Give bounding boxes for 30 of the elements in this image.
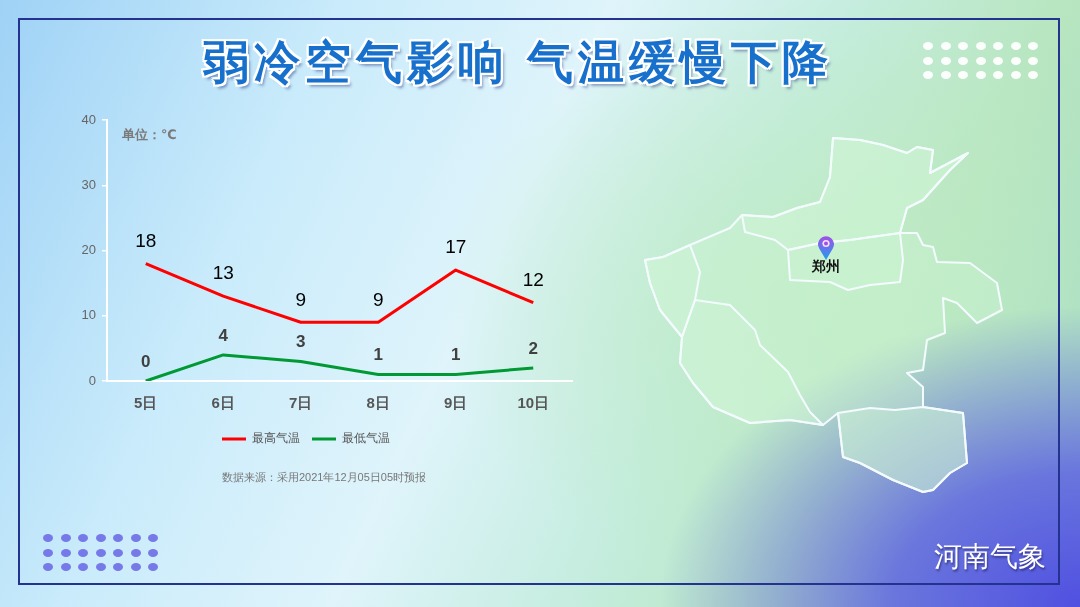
x-tick-label: 10日 [517, 394, 550, 412]
data-label: 9 [295, 288, 307, 310]
x-tick-label: 9日 [444, 394, 468, 412]
data-label: 0 [141, 351, 151, 371]
chart-title: 弱冷空气影响 气温缓慢下降 [202, 35, 834, 90]
text: 河南气象 [934, 540, 1046, 574]
data-label: 1 [451, 345, 461, 365]
y-tick-label: 10 [81, 307, 96, 323]
data-label: 17 [445, 236, 467, 258]
data-label: 1 [373, 345, 383, 365]
x-tick-label: 8日 [366, 394, 390, 412]
data-label: 3 [296, 332, 306, 352]
data-label: 12 [522, 268, 544, 290]
data-label: 2 [528, 338, 538, 358]
legend-label: 最低气温 [342, 431, 390, 446]
x-tick-label: 5日 [134, 394, 158, 412]
text: 郑州 [811, 258, 841, 276]
y-tick-label: 30 [81, 176, 96, 192]
legend-label: 最高气温 [252, 431, 300, 446]
source-note: 数据来源：采用2021年12月05日05时预报 [220, 470, 428, 485]
y-axis-title: 单位：℃ [121, 126, 177, 142]
x-tick-label: 6日 [211, 394, 235, 412]
data-label: 18 [135, 229, 157, 251]
data-label: 4 [218, 325, 229, 345]
y-tick-label: 20 [81, 242, 96, 258]
data-label: 9 [372, 288, 384, 310]
x-tick-label: 7日 [289, 394, 313, 412]
y-tick-label: 40 [81, 111, 96, 127]
y-tick-label: 0 [88, 372, 96, 388]
data-label: 13 [212, 262, 234, 284]
